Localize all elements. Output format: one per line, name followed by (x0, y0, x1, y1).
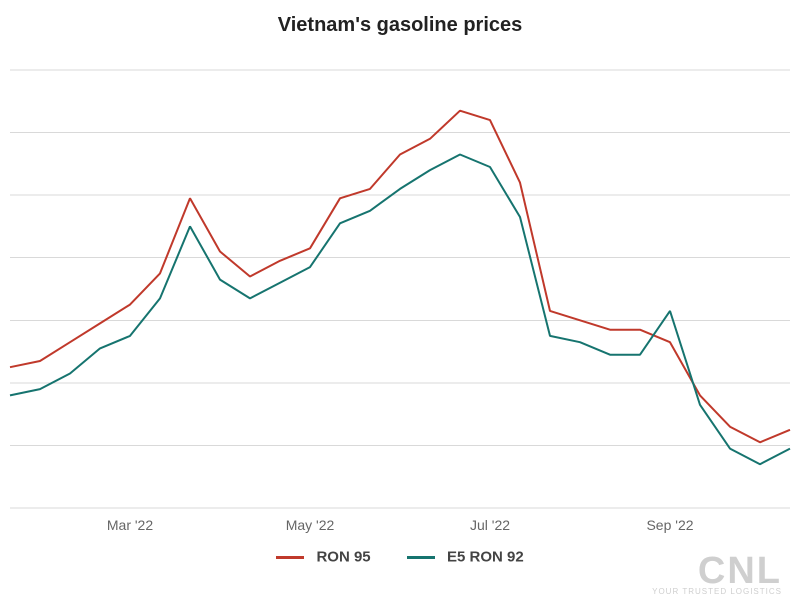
legend-item-ron95: RON 95 (276, 548, 370, 566)
gasoline-price-chart: Vietnam's gasoline prices Mar '22May '22… (0, 0, 800, 600)
watermark-big: CNL (652, 552, 782, 590)
grid-lines (10, 70, 790, 508)
series-line-ron-95 (10, 111, 790, 443)
series-line-e5-ron-92 (10, 155, 790, 465)
series-lines (10, 111, 790, 465)
legend-swatch-ron95 (276, 556, 304, 559)
legend-label-e5ron92: E5 RON 92 (447, 549, 524, 566)
x-axis-label: Jul '22 (470, 517, 510, 533)
x-axis-label: Mar '22 (107, 517, 153, 533)
legend-item-e5ron92: E5 RON 92 (407, 548, 524, 566)
x-axis-label: May '22 (286, 517, 335, 533)
legend-label-ron95: RON 95 (316, 549, 370, 566)
x-axis-labels: Mar '22 May '22 Jul '22 Sep '22 (107, 517, 694, 533)
watermark-logo: CNL YOUR TRUSTED LOGISTICS (652, 552, 782, 596)
watermark-small: YOUR TRUSTED LOGISTICS (652, 588, 782, 596)
legend-swatch-e5ron92 (407, 556, 435, 559)
chart-svg: Mar '22 May '22 Jul '22 Sep '22 (0, 0, 800, 600)
x-axis-label: Sep '22 (646, 517, 693, 533)
